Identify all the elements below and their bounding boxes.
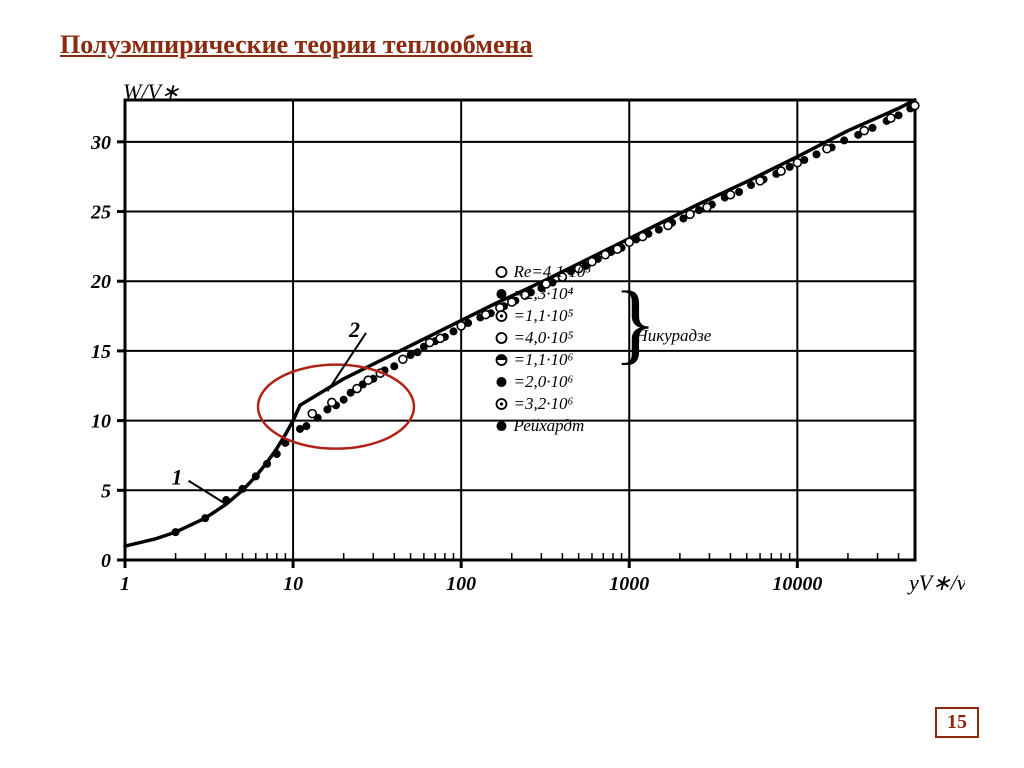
legend-marker	[500, 314, 503, 317]
x-tick-label: 10000	[772, 573, 822, 595]
scatter-point	[201, 514, 209, 522]
chart: 1 10 100 1000 10000 0 5 10 15 20 25 30 W/V∗ yV∗/ν 1 2 Re…	[55, 80, 965, 630]
scatter-point	[328, 398, 336, 406]
scatter-point	[695, 206, 703, 214]
scatter-point	[793, 159, 801, 167]
scatter-point	[703, 203, 711, 211]
scatter-point	[263, 460, 271, 468]
legend-marker	[496, 333, 506, 343]
x-tick-label: 100	[446, 573, 476, 595]
legend-brace: }	[613, 274, 656, 373]
scatter-point	[823, 145, 831, 153]
legend-marker	[496, 289, 506, 299]
legend-entry-text: =2,0·10⁶	[513, 372, 573, 391]
scatter-point	[340, 396, 348, 404]
scatter-point	[273, 450, 281, 458]
annotation-label-1: 1	[172, 465, 183, 490]
legend-entry-text: Re=4,1·10³	[512, 262, 591, 281]
scatter-point	[639, 233, 647, 241]
legend-entry-text: =3,2·10⁶	[513, 394, 573, 413]
scatter-point	[613, 245, 621, 253]
scatter-point	[887, 114, 895, 122]
annotation-label-2: 2	[348, 317, 360, 342]
scatter-point	[449, 327, 457, 335]
scatter-point	[426, 339, 434, 347]
legend-entry-text: =1,1·10⁵	[513, 306, 573, 325]
scatter-point	[747, 181, 755, 189]
scatter-point	[625, 238, 633, 246]
legend-entry-text: =4,0·10⁵	[513, 328, 573, 347]
scatter-point	[726, 191, 734, 199]
scatter-point	[686, 210, 694, 218]
scatter-point	[482, 311, 490, 319]
scatter-point	[414, 348, 422, 356]
x-axis-label: yV∗/ν	[907, 570, 965, 595]
scatter-point	[869, 124, 877, 132]
y-tick-label: 20	[90, 271, 111, 293]
y-tick-label: 0	[101, 550, 111, 572]
scatter-point	[172, 528, 180, 536]
scatter-point	[399, 355, 407, 363]
y-tick-label: 30	[90, 132, 111, 154]
x-tick-label: 1000	[609, 573, 649, 595]
scatter-point	[860, 127, 868, 135]
legend-last-label: Рейхардт	[512, 416, 584, 435]
x-tick-label: 10	[283, 573, 303, 595]
scatter-point	[735, 188, 743, 196]
x-tick-label: 1	[120, 573, 130, 595]
scatter-point	[786, 163, 794, 171]
y-axis-label: W/V∗	[123, 80, 180, 104]
legend-marker	[500, 402, 503, 405]
y-tick-label: 5	[101, 480, 111, 502]
scatter-point	[601, 251, 609, 259]
slide-title: Полуэмпирические теории теплообмена	[60, 30, 532, 60]
scatter-point	[756, 177, 764, 185]
scatter-point	[407, 351, 415, 359]
scatter-point	[895, 111, 903, 119]
scatter-point	[436, 334, 444, 342]
scatter-point	[777, 167, 785, 175]
scatter-point	[353, 385, 361, 393]
scatter-point	[457, 322, 465, 330]
scatter-point	[911, 102, 919, 110]
legend-marker	[496, 377, 506, 387]
scatter-point	[840, 136, 848, 144]
legend-source-label: Никурадзе	[634, 326, 711, 345]
scatter-point	[308, 410, 316, 418]
scatter-point	[252, 472, 260, 480]
y-tick-label: 15	[91, 341, 111, 363]
y-tick-label: 10	[91, 411, 111, 433]
y-tick-label: 25	[90, 202, 111, 224]
legend-entry-text: =1,1·10⁶	[513, 350, 573, 369]
scatter-point	[664, 221, 672, 229]
page-number: 15	[935, 707, 979, 738]
scatter-point	[238, 485, 246, 493]
scatter-point	[655, 226, 663, 234]
legend-marker	[496, 267, 506, 277]
scatter-point	[302, 422, 310, 430]
scatter-point	[812, 150, 820, 158]
legend-marker	[496, 421, 506, 431]
legend-entry-text: =2,3·10⁴	[513, 284, 573, 303]
scatter-point	[364, 376, 372, 384]
scatter-point	[390, 362, 398, 370]
